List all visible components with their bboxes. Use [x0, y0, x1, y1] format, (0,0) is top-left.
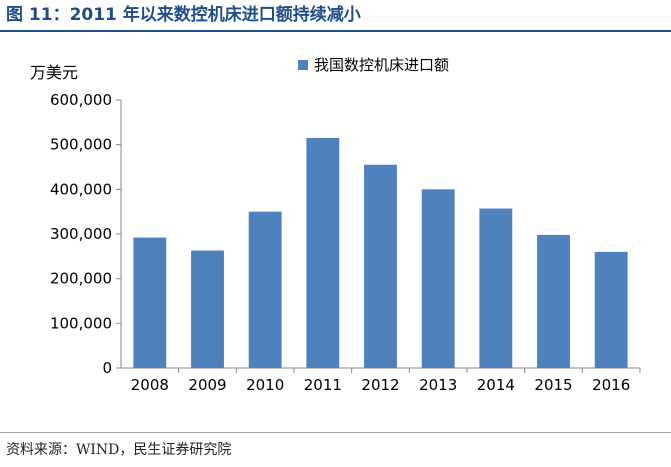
bars: [133, 137, 628, 368]
chart: 万美元 我国数控机床进口额 0 100,000 200,000 300,000 400,…: [0, 34, 671, 432]
bar-chart: 万美元 我国数控机床进口额 0 100,000 200,000 300,000 400,…: [30, 56, 641, 394]
y-tick-label: 300,000: [50, 225, 112, 243]
y-tick-label: 100,000: [50, 314, 112, 332]
footer-rule: [0, 432, 671, 433]
y-tick-label: 500,000: [50, 136, 112, 154]
y-tick-label: 600,000: [50, 91, 112, 109]
y-axis-unit-label: 万美元: [30, 63, 78, 82]
legend-label: 我国数控机床进口额: [314, 56, 449, 74]
x-tick-label: 2014: [477, 376, 515, 394]
bar: [537, 234, 570, 368]
bar: [594, 251, 628, 368]
x-tick-label: 2013: [419, 376, 457, 394]
y-tick-label: 0: [102, 359, 112, 377]
x-tick-label: 2010: [246, 376, 284, 394]
source-note: 资料来源：WIND，民生证券研究院: [6, 442, 232, 458]
bar: [133, 237, 167, 368]
x-tick-label: 2016: [592, 376, 630, 394]
bar: [191, 250, 224, 368]
legend-swatch: [298, 60, 308, 70]
x-tick-label: 2011: [304, 376, 342, 394]
x-tick-label: 2015: [534, 376, 572, 394]
title-rule: [0, 30, 671, 32]
x-tick-label: 2009: [188, 376, 226, 394]
y-tick-label: 200,000: [50, 270, 112, 288]
legend: 我国数控机床进口额: [298, 56, 449, 74]
bar: [421, 189, 455, 368]
bar: [248, 211, 282, 368]
x-tick-label: 2008: [131, 376, 169, 394]
x-tick-label: 2012: [361, 376, 399, 394]
bar: [479, 208, 513, 368]
figure-title: 图 11：2011 年以来数控机床进口额持续减小: [6, 5, 361, 25]
y-tick-label: 400,000: [50, 180, 112, 198]
bar: [364, 164, 397, 368]
bar: [306, 137, 340, 368]
y-axis-ticks: 0 100,000 200,000 300,000 400,000 500,000 600,…: [50, 91, 121, 377]
x-axis-ticks: 2008 2009 2010 2011 2012 2013 2014 2015 2016: [131, 368, 641, 394]
